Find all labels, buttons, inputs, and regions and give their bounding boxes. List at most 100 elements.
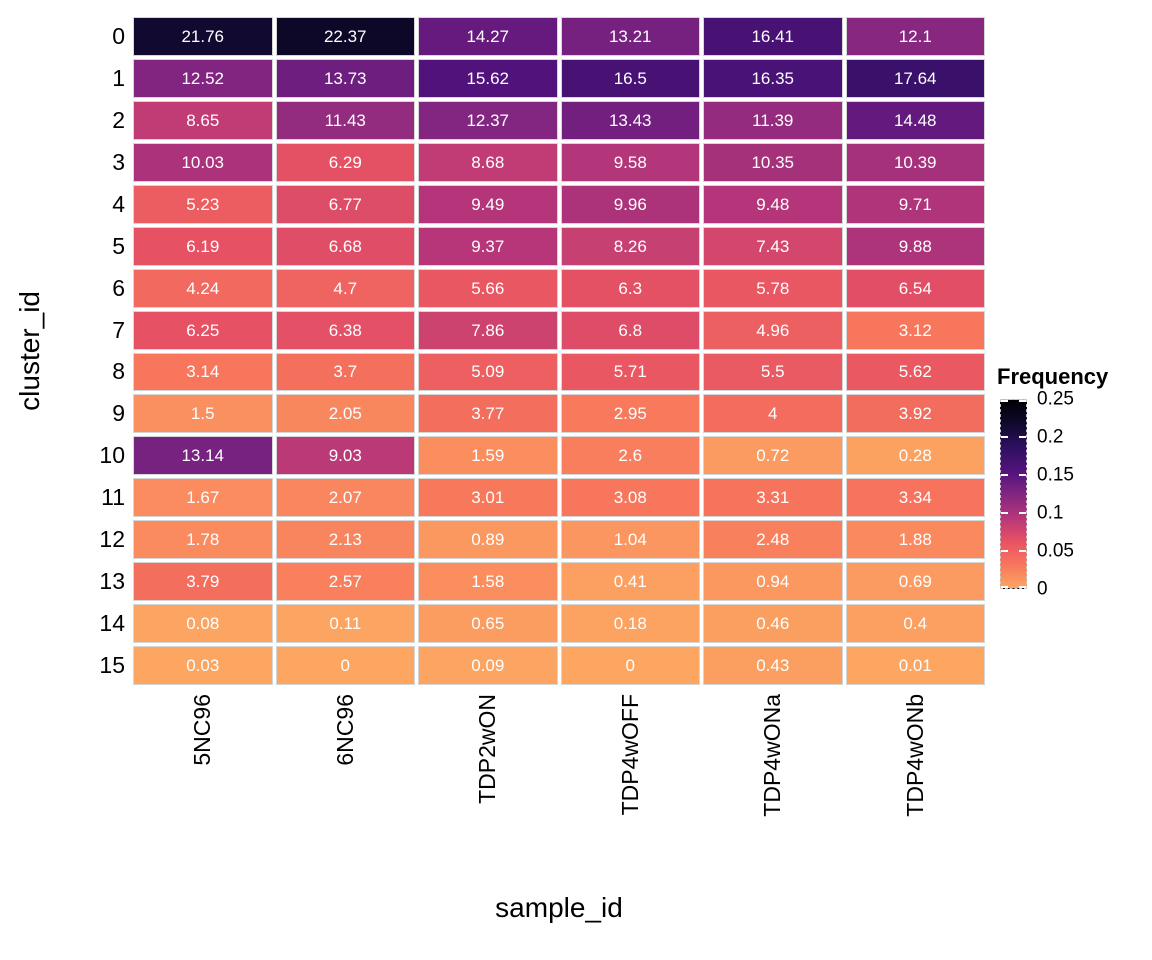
heatmap-cell: 15.62 — [418, 58, 558, 98]
heatmap-cell: 0.28 — [845, 436, 985, 476]
heatmap-cell-value: 9.96 — [613, 194, 647, 214]
heatmap-cell-value: 14.27 — [466, 26, 510, 46]
heatmap-cell: 9.88 — [845, 226, 985, 266]
heatmap-cell: 5.78 — [703, 268, 843, 308]
heatmap-cell: 0.65 — [418, 604, 558, 644]
heatmap-cell-value: 5.71 — [613, 362, 647, 382]
heatmap-cell-value: 4.96 — [756, 320, 790, 340]
heatmap-cell-value: 5.5 — [760, 362, 785, 382]
x-tick-label-text: TDP4wONa — [759, 694, 786, 817]
heatmap-cell: 3.31 — [703, 478, 843, 518]
heatmap-cell: 5.66 — [418, 268, 558, 308]
heatmap-cell-value: 16.41 — [751, 26, 795, 46]
heatmap-cell: 0.41 — [560, 562, 700, 602]
legend-title: Frequency — [997, 364, 1109, 389]
heatmap-cell-value: 1.04 — [613, 530, 647, 550]
heatmap-cell: 3.7 — [275, 352, 415, 392]
heatmap-cell: 13.43 — [560, 100, 700, 140]
heatmap-cell-value: 0.11 — [329, 614, 362, 634]
heatmap-cell-value: 6.54 — [898, 278, 932, 298]
heatmap-cell-value: 0.65 — [471, 614, 505, 634]
heatmap-cell-value: 6.19 — [186, 236, 220, 256]
y-axis-tick-labels: 0 1 2 3 4 5 6 7 8 9 10 11 12 13 14 15 — [54, 17, 125, 685]
y-tick-label: 8 — [112, 358, 125, 385]
heatmap-cell-value: 9.03 — [328, 446, 362, 466]
y-tick-label: 3 — [112, 148, 125, 175]
heatmap-cell-value: 13.21 — [608, 26, 652, 46]
heatmap-cell: 5.71 — [560, 352, 700, 392]
heatmap-cell: 9.96 — [560, 184, 700, 224]
heatmap-cell: 22.37 — [275, 17, 415, 56]
heatmap-cell-value: 5.66 — [471, 278, 505, 298]
heatmap-cell-value: 1.58 — [471, 572, 505, 592]
legend-tick-label: 0.05 — [1037, 540, 1074, 562]
heatmap-cell: 9.49 — [418, 184, 558, 224]
heatmap-cell-value: 2.07 — [328, 488, 362, 508]
legend-tick-mark — [1001, 474, 1008, 476]
heatmap-cell: 2.05 — [275, 394, 415, 434]
legend-tick-mark — [1001, 512, 1008, 514]
legend-tick-label: 0.15 — [1037, 464, 1074, 486]
heatmap-cell: 17.64 — [845, 58, 985, 98]
heatmap-cell-value: 10.39 — [893, 152, 937, 172]
x-tick-label-text: TDP4wOFF — [616, 694, 643, 816]
y-tick-label: 12 — [99, 526, 125, 553]
heatmap-cell-value: 6.3 — [618, 278, 643, 298]
legend-gradient — [1000, 399, 1027, 589]
heatmap-cell-value: 6.68 — [328, 236, 362, 256]
heatmap-cell: 2.07 — [275, 478, 415, 518]
heatmap-cell: 6.77 — [275, 184, 415, 224]
heatmap-cell: 3.14 — [133, 352, 273, 392]
heatmap-cell: 3.77 — [418, 394, 558, 434]
heatmap-cell-value: 7.86 — [471, 320, 505, 340]
heatmap-cell-value: 0 — [340, 656, 350, 676]
heatmap-cell-value: 3.77 — [471, 404, 505, 424]
legend-tick-label: 0 — [1037, 578, 1048, 600]
heatmap-cell: 6.54 — [845, 268, 985, 308]
heatmap-cell: 4.96 — [703, 310, 843, 350]
heatmap-cell-value: 0.72 — [756, 446, 790, 466]
x-axis-title: sample_id — [133, 892, 985, 924]
heatmap-cell-value: 0.94 — [756, 572, 790, 592]
heatmap-cell-value: 4 — [768, 404, 778, 424]
heatmap-cell-value: 12.1 — [898, 26, 932, 46]
heatmap-cell: 3.79 — [133, 562, 273, 602]
y-tick-label: 10 — [99, 442, 125, 469]
heatmap-cell: 3.08 — [560, 478, 700, 518]
heatmap-cell-value: 2.13 — [328, 530, 362, 550]
legend-tick-mark — [1019, 474, 1026, 476]
heatmap-cell: 2.57 — [275, 562, 415, 602]
heatmap-cell: 1.5 — [133, 394, 273, 434]
heatmap-cell: 6.25 — [133, 310, 273, 350]
heatmap-cell-value: 22.37 — [323, 26, 367, 46]
heatmap-cell: 0.72 — [703, 436, 843, 476]
heatmap-cell-value: 0.89 — [471, 530, 505, 550]
heatmap-cell: 0.43 — [703, 646, 843, 685]
heatmap-cell: 6.68 — [275, 226, 415, 266]
heatmap-cell-value: 2.95 — [613, 404, 647, 424]
heatmap-cell: 0.09 — [418, 646, 558, 685]
heatmap-cell-value: 3.14 — [186, 362, 220, 382]
x-tick-label: 6NC96 — [276, 694, 416, 890]
heatmap-cell: 1.78 — [133, 520, 273, 560]
heatmap-cell-value: 0.18 — [613, 614, 647, 634]
x-tick-label-text: 5NC96 — [189, 694, 216, 766]
x-tick-label: TDP4wOFF — [561, 694, 701, 890]
heatmap-cell: 10.35 — [703, 142, 843, 182]
heatmap-cell: 9.37 — [418, 226, 558, 266]
heatmap-cell: 6.3 — [560, 268, 700, 308]
heatmap-cell-value: 6.77 — [328, 194, 362, 214]
heatmap-cell: 11.43 — [275, 100, 415, 140]
heatmap-cell-value: 6.38 — [328, 320, 362, 340]
heatmap-cell-value: 6.8 — [618, 320, 643, 340]
legend-tick-mark — [1019, 436, 1026, 438]
legend-tick-label: 0.2 — [1037, 426, 1064, 448]
heatmap-cell-value: 0.09 — [471, 656, 505, 676]
legend-tick-label: 0.25 — [1037, 388, 1074, 410]
y-tick-label: 6 — [112, 274, 125, 301]
heatmap-cell: 0.18 — [560, 604, 700, 644]
heatmap-cell: 0.08 — [133, 604, 273, 644]
heatmap-cell-value: 9.71 — [898, 194, 932, 214]
heatmap-cell-value: 0.69 — [898, 572, 932, 592]
heatmap-cell: 0.94 — [703, 562, 843, 602]
